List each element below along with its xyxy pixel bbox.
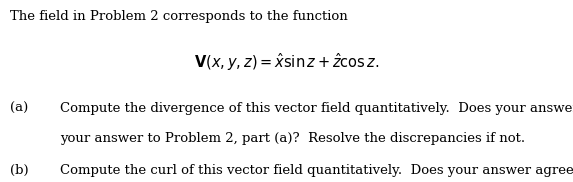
Text: (a): (a): [10, 102, 29, 115]
Text: Compute the divergence of this vector field quantitatively.  Does your answer ag: Compute the divergence of this vector fi…: [60, 102, 573, 115]
Text: $\mathbf{V}(x, y, z) = \hat{x}\sin z + \hat{z}\cos z.$: $\mathbf{V}(x, y, z) = \hat{x}\sin z + \…: [194, 51, 379, 73]
Text: your answer to Problem 2, part (a)?  Resolve the discrepancies if not.: your answer to Problem 2, part (a)? Reso…: [60, 132, 525, 145]
Text: (b): (b): [10, 164, 29, 177]
Text: The field in Problem 2 corresponds to the function: The field in Problem 2 corresponds to th…: [10, 10, 348, 23]
Text: Compute the curl of this vector field quantitatively.  Does your answer agree wi: Compute the curl of this vector field qu…: [60, 164, 573, 177]
